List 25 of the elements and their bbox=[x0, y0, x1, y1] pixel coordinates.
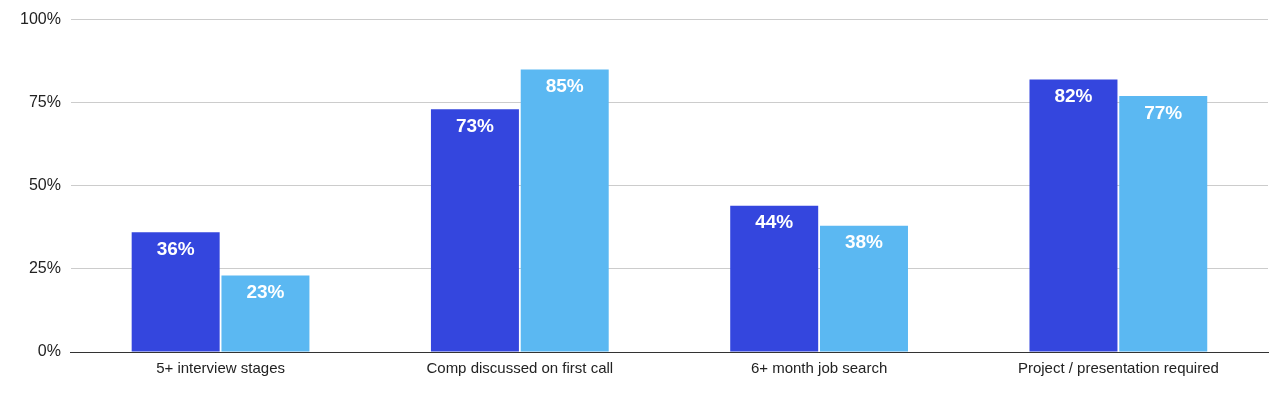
data-label: 44% bbox=[755, 211, 794, 233]
bar bbox=[221, 275, 310, 352]
x-tick-label: 5+ interview stages bbox=[156, 359, 285, 377]
x-tick-label: Project / presentation required bbox=[1017, 359, 1219, 377]
y-tick-label: 100% bbox=[20, 10, 61, 28]
x-tick-label: 6+ month job search bbox=[750, 359, 888, 377]
bar bbox=[819, 225, 908, 352]
bar bbox=[430, 109, 519, 352]
data-label: 73% bbox=[455, 115, 495, 137]
y-tick-label: 50% bbox=[28, 176, 61, 194]
bar bbox=[520, 69, 609, 352]
bar bbox=[1029, 79, 1118, 352]
y-tick-label: 0% bbox=[37, 342, 61, 360]
y-tick-label: 75% bbox=[28, 93, 61, 111]
data-label: 82% bbox=[1054, 85, 1093, 107]
bar bbox=[730, 205, 819, 352]
y-tick-label: 25% bbox=[28, 259, 61, 277]
bar bbox=[1119, 96, 1208, 352]
data-label: 77% bbox=[1144, 101, 1183, 123]
data-label: 36% bbox=[156, 238, 195, 260]
data-label: 23% bbox=[246, 281, 285, 303]
data-label: 38% bbox=[844, 231, 884, 253]
data-label: 85% bbox=[545, 75, 584, 97]
bar bbox=[131, 232, 220, 352]
x-tick-label: Comp discussed on first call bbox=[426, 359, 614, 377]
